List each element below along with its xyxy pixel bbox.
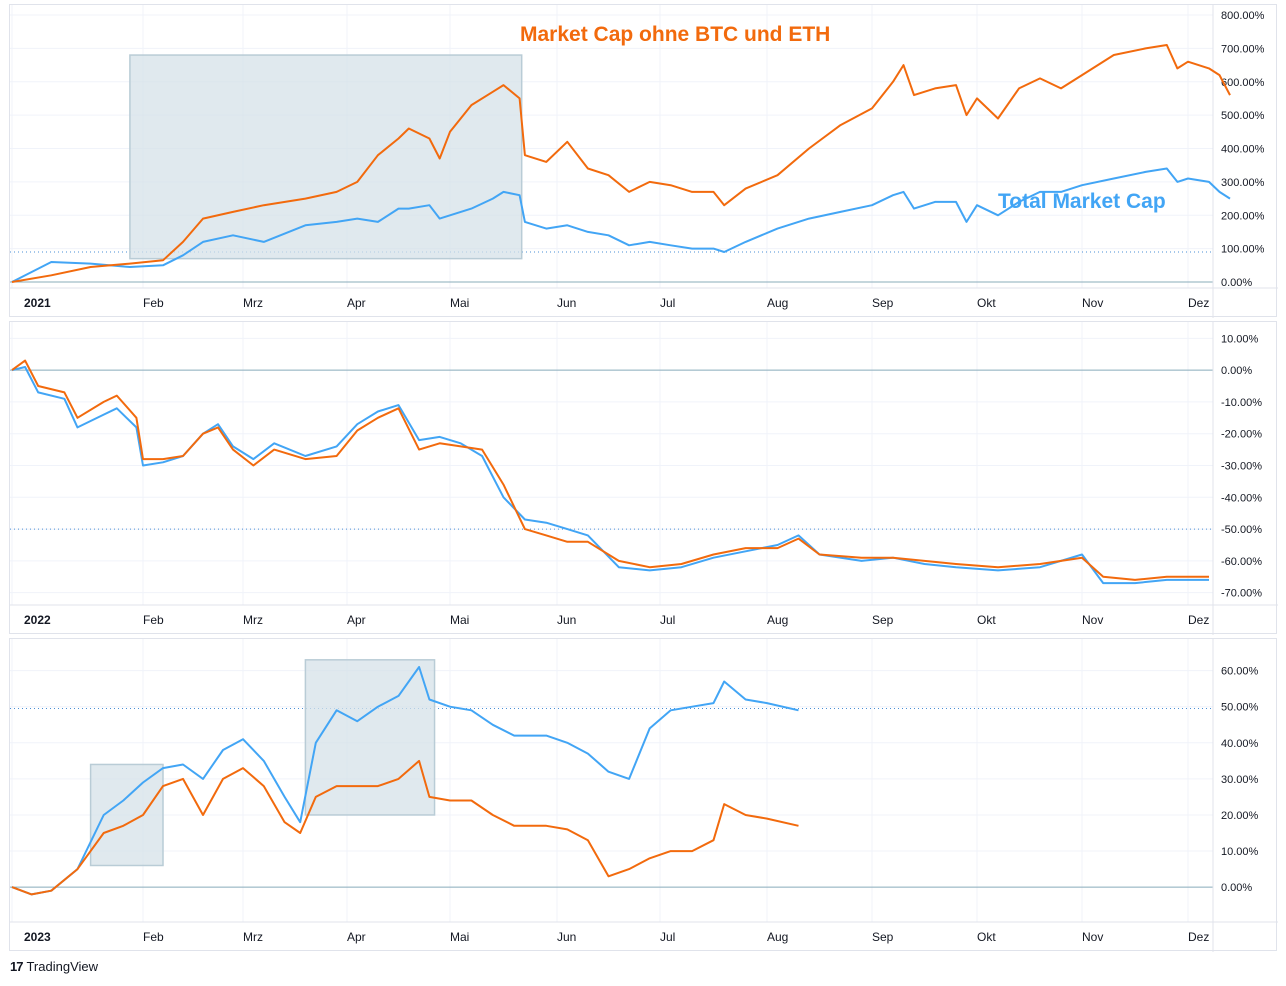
y-tick-label: 300.00%	[1221, 177, 1265, 189]
x-tick-label: Apr	[347, 296, 366, 310]
x-tick-label: Nov	[1082, 296, 1103, 310]
y-tick-label: 100.00%	[1221, 244, 1265, 256]
tradingview-mark-icon: 17	[10, 959, 24, 974]
y-tick-label: -60.00%	[1221, 556, 1262, 568]
x-tick-label: Feb	[143, 930, 164, 944]
y-tick-label: 0.00%	[1221, 365, 1252, 377]
x-tick-label: Jun	[557, 930, 576, 944]
y-tick-label: 700.00%	[1221, 43, 1265, 55]
y-tick-label: 0.00%	[1221, 277, 1252, 289]
highlight-box	[304, 659, 436, 816]
x-tick-label: Mai	[450, 613, 469, 627]
y-tick-label: 50.00%	[1221, 702, 1259, 714]
annotation-blue: Total Market Cap	[998, 190, 1166, 213]
x-tick-label: Dez	[1188, 296, 1209, 310]
x-tick-label: Jul	[660, 613, 675, 627]
y-tick-label: 0.00%	[1221, 882, 1252, 894]
x-tick-label: Apr	[347, 613, 366, 627]
tradingview-brand: TradingView	[26, 959, 99, 974]
x-tick-label: Sep	[872, 930, 894, 944]
chart-panel-2023: 60.00% 50.00% 40.00% 30.00% 20.00% 10.00% 0.00…	[9, 638, 1278, 952]
y-tick-label: -70.00%	[1221, 588, 1262, 600]
x-tick-label: Mrz	[243, 930, 263, 944]
y-tick-label: -30.00%	[1221, 461, 1262, 473]
highlight-box	[129, 54, 523, 260]
x-tick-label: Aug	[767, 930, 788, 944]
x-tick-label: Dez	[1188, 613, 1209, 627]
x-tick-label: Aug	[767, 296, 788, 310]
x-tick-label: Feb	[143, 613, 164, 627]
y-tick-label: 60.00%	[1221, 666, 1259, 678]
series-line-orange	[11, 359, 1209, 581]
y-tick-label: -10.00%	[1221, 397, 1262, 409]
y-tick-label: 10.00%	[1221, 333, 1259, 345]
x-tick-label: Apr	[347, 930, 366, 944]
x-tick-label: Okt	[977, 296, 996, 310]
x-tick-label: Jun	[557, 613, 576, 627]
annotation-orange: Market Cap ohne BTC und ETH	[520, 23, 831, 46]
chart-2021: 800.00% 700.00% 600.00% 500.00% 400.00% 300.0…	[10, 5, 1278, 318]
highlight-box	[89, 763, 164, 867]
series-line-blue	[11, 666, 799, 896]
y-tick-label: 40.00%	[1221, 738, 1259, 750]
x-tick-label: Okt	[977, 930, 996, 944]
x-tick-label: Mrz	[243, 613, 263, 627]
y-tick-label: 30.00%	[1221, 774, 1259, 786]
y-tick-label: -20.00%	[1221, 429, 1262, 441]
x-tick-label: Nov	[1082, 930, 1103, 944]
y-tick-label: 500.00%	[1221, 110, 1265, 122]
year-label: 2022	[24, 613, 51, 627]
year-label: 2021	[24, 296, 51, 310]
x-tick-label: Mai	[450, 296, 469, 310]
y-tick-label: 200.00%	[1221, 210, 1265, 222]
y-tick-label: -40.00%	[1221, 492, 1262, 504]
y-tick-label: 20.00%	[1221, 810, 1259, 822]
x-tick-label: Mrz	[243, 296, 263, 310]
y-tick-label: 800.00%	[1221, 10, 1265, 22]
chart-2022: 10.00% 0.00% -10.00% -20.00% -30.00% -40.00% -…	[10, 322, 1278, 635]
series-line-orange	[11, 759, 799, 896]
x-tick-label: Okt	[977, 613, 996, 627]
series-line-orange	[11, 44, 1231, 283]
tradingview-logo[interactable]: 17 TradingView	[10, 959, 98, 974]
chart-panel-2022: 10.00% 0.00% -10.00% -20.00% -30.00% -40.00% -…	[9, 321, 1278, 635]
year-label: 2023	[24, 930, 51, 944]
x-tick-label: Jul	[660, 296, 675, 310]
x-tick-label: Dez	[1188, 930, 1209, 944]
y-tick-label: -50.00%	[1221, 524, 1262, 536]
x-tick-label: Mai	[450, 930, 469, 944]
chart-panel-2021: 800.00% 700.00% 600.00% 500.00% 400.00% 300.0…	[9, 4, 1278, 318]
x-tick-label: Sep	[872, 296, 894, 310]
x-tick-label: Jun	[557, 296, 576, 310]
y-tick-label: 600.00%	[1221, 77, 1265, 89]
x-tick-label: Jul	[660, 930, 675, 944]
x-tick-label: Sep	[872, 613, 894, 627]
series-line-blue	[11, 366, 1209, 585]
chart-2023: 60.00% 50.00% 40.00% 30.00% 20.00% 10.00% 0.00…	[10, 639, 1278, 952]
x-tick-label: Nov	[1082, 613, 1103, 627]
x-tick-label: Aug	[767, 613, 788, 627]
series-line-blue	[11, 167, 1231, 283]
y-tick-label: 10.00%	[1221, 846, 1259, 858]
x-tick-label: Feb	[143, 296, 164, 310]
y-tick-label: 400.00%	[1221, 144, 1265, 156]
